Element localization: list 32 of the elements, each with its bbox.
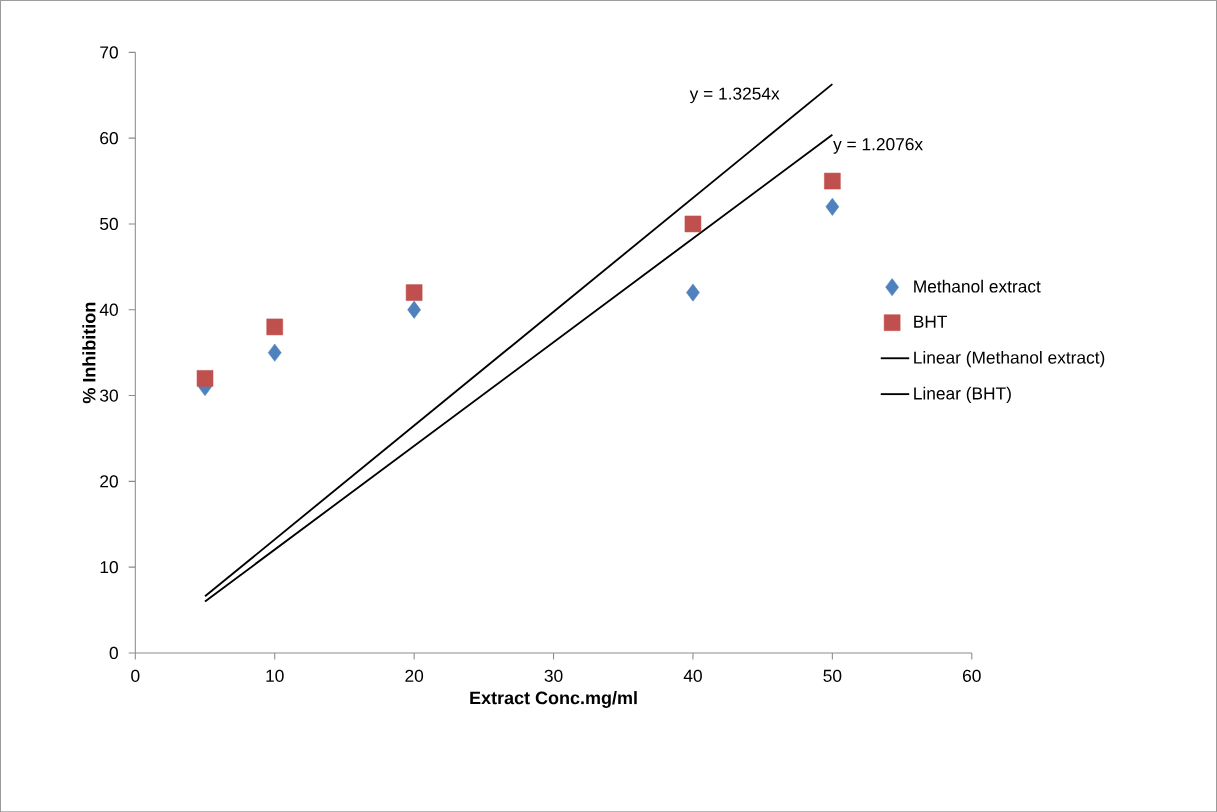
y-tick-label: 0 [109,646,118,659]
point [686,283,700,302]
x-axis-title: Extract Conc.mg/ml [470,690,637,708]
y-tick-label: 30 [100,389,118,402]
legend-label: BHT [914,315,948,328]
x-tick-label: 40 [683,669,702,682]
point [824,172,841,190]
y-tick-label: 60 [100,131,118,145]
y-axis-title: % Inhibition [82,302,96,404]
legend-label: Linear (BHT) [914,386,1011,403]
legend-label: Methanol extract [914,279,1041,293]
x-tick-label: 50 [823,669,842,682]
point [267,343,282,362]
y-tick-label: 10 [100,560,118,574]
point [196,370,214,387]
x-tick-label: 0 [131,669,140,682]
x-tick-label: 10 [266,669,284,682]
x-tick-label: 30 [544,669,563,682]
y-tick-label: 70 [100,46,118,59]
y-tick-label: 20 [100,475,118,488]
point [684,215,702,233]
point [405,284,423,301]
x-tick-label: 60 [963,669,981,682]
point [825,197,840,216]
legend-label: Linear (Methanol extract) [914,350,1105,368]
annotation: y = 1.2076x [833,137,923,154]
y-tick-label: 50 [100,217,118,230]
point [266,318,283,336]
point [407,300,421,319]
x-tick-label: 20 [405,669,424,682]
annotation: y = 1.3254x [689,87,780,104]
y-tick-label: 40 [99,303,118,316]
